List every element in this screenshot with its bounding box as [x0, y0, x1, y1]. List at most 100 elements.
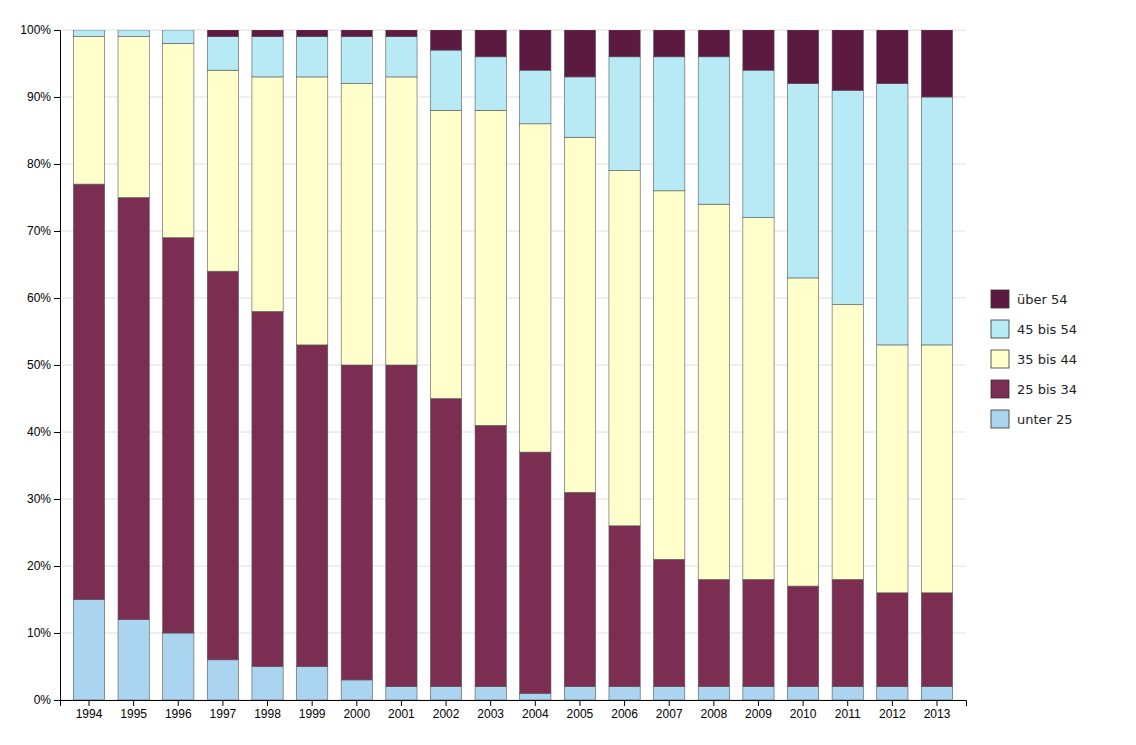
tick-mark — [312, 700, 313, 706]
tick: 2011 — [835, 700, 861, 721]
tick: 1998 — [254, 700, 281, 721]
tick: 1995 — [120, 700, 147, 721]
series — [73, 37, 952, 593]
bar — [698, 579, 729, 686]
legend-swatch — [991, 410, 1009, 428]
bar — [475, 110, 506, 425]
tick-label: 2012 — [879, 707, 906, 721]
series — [207, 30, 952, 97]
tick-label: 20% — [27, 559, 51, 573]
tick-label: 1997 — [210, 707, 237, 721]
bar — [118, 37, 149, 198]
bar — [609, 526, 640, 687]
bar — [787, 586, 818, 687]
tick-label: 40% — [27, 425, 51, 439]
tick: 70% — [27, 224, 60, 238]
bar — [118, 620, 149, 700]
y-axis: 0%10%20%30%40%50%60%70%80%90%100% — [20, 23, 60, 707]
bar — [520, 124, 551, 452]
tick: 30% — [27, 492, 60, 506]
tick-label: 90% — [27, 90, 51, 104]
tick-label: 0% — [34, 693, 52, 707]
grid-line — [60, 231, 966, 232]
bar — [207, 271, 238, 660]
bar — [787, 687, 818, 700]
legend-item: 35 bis 44 — [991, 350, 1077, 368]
tick: 2003 — [477, 700, 504, 721]
tick-mark — [579, 700, 580, 706]
bar — [297, 667, 328, 701]
tick: 2000 — [343, 700, 370, 721]
series — [73, 30, 952, 345]
bar — [743, 70, 774, 217]
bar — [207, 37, 238, 70]
tick-mark — [54, 30, 60, 31]
bar — [921, 593, 952, 687]
grid-line — [60, 97, 966, 98]
bar — [654, 30, 685, 57]
tick-label: 1995 — [120, 707, 147, 721]
tick-mark — [713, 700, 714, 706]
tick-label: 2000 — [343, 707, 370, 721]
tick-mark — [535, 700, 536, 706]
tick: 0% — [34, 693, 60, 707]
tick: 2006 — [611, 700, 638, 721]
bar — [832, 687, 863, 700]
tick-mark — [54, 432, 60, 433]
bar — [297, 345, 328, 667]
bar — [520, 30, 551, 70]
bar — [73, 30, 104, 37]
tick-label: 2011 — [835, 707, 861, 721]
series — [73, 184, 952, 693]
tick-mark — [222, 700, 223, 706]
bar — [609, 687, 640, 700]
legend-label: 35 bis 44 — [1017, 352, 1077, 367]
tick: 10% — [27, 626, 60, 640]
bar — [252, 311, 283, 666]
tick: 2002 — [433, 700, 460, 721]
tick: 90% — [27, 90, 60, 104]
bar — [475, 30, 506, 57]
bar — [430, 687, 461, 700]
tick-label: 1994 — [76, 707, 103, 721]
tick-mark — [54, 164, 60, 165]
tick: 2008 — [700, 700, 727, 721]
bar — [207, 30, 238, 37]
grid — [60, 30, 966, 700]
tick-label: 100% — [20, 23, 51, 37]
bar — [341, 37, 372, 84]
legend-swatch — [991, 320, 1009, 338]
legend-label: 45 bis 54 — [1017, 322, 1077, 337]
bar — [430, 50, 461, 110]
bar — [163, 633, 194, 700]
axis-line — [54, 31, 61, 701]
tick-label: 2013 — [924, 707, 951, 721]
bar — [430, 30, 461, 50]
tick: 100% — [20, 23, 60, 37]
legend-label: 25 bis 34 — [1017, 382, 1077, 397]
bar — [787, 278, 818, 586]
tick: 1994 — [76, 700, 103, 721]
bar — [698, 204, 729, 579]
bar — [475, 57, 506, 111]
legend-swatch — [991, 350, 1009, 368]
bar — [118, 198, 149, 620]
bar — [386, 687, 417, 700]
tick-mark — [54, 566, 60, 567]
tick: 2012 — [879, 700, 906, 721]
tick: 60% — [27, 291, 60, 305]
tick-label: 70% — [27, 224, 51, 238]
bar — [341, 680, 372, 700]
tick: 1999 — [299, 700, 326, 721]
bar — [743, 687, 774, 700]
legend-swatch — [991, 290, 1009, 308]
bar — [743, 218, 774, 580]
tick-mark — [490, 700, 491, 706]
bar — [386, 30, 417, 37]
tick-mark — [847, 700, 848, 706]
bar — [520, 70, 551, 124]
bar — [743, 579, 774, 686]
bar — [877, 345, 908, 593]
bar — [73, 184, 104, 599]
tick-mark — [446, 700, 447, 706]
